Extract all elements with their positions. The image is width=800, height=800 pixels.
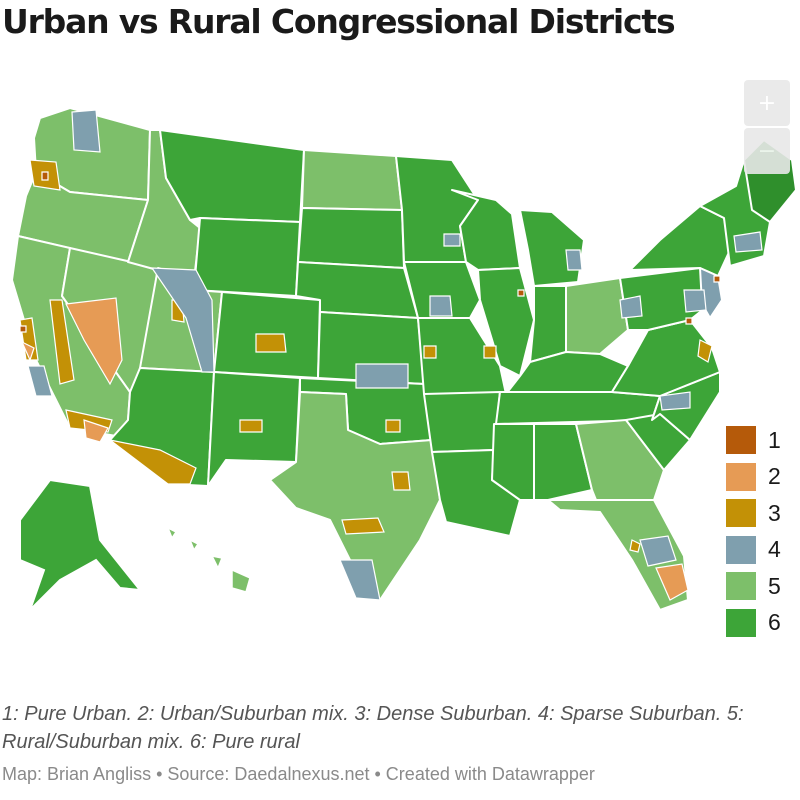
hawaii	[166, 526, 251, 593]
state-alabama	[533, 423, 593, 501]
legend-item-4: 4	[726, 532, 781, 569]
legend-item-1: 1	[726, 422, 781, 459]
legend-item-3: 3	[726, 495, 781, 532]
minus-icon: −	[757, 138, 777, 164]
state-new-york	[629, 205, 731, 277]
state-missouri	[417, 317, 507, 395]
state-michigan	[519, 209, 585, 287]
legend-label: 5	[768, 572, 781, 599]
legend-label: 4	[768, 536, 781, 563]
legend-item-5: 5	[726, 568, 781, 605]
legend-swatch	[726, 572, 756, 601]
legend-label: 3	[768, 499, 781, 526]
state-ohio	[565, 277, 629, 355]
alaska	[19, 478, 143, 611]
chart-title: Urban vs Rural Congressional Districts	[2, 2, 676, 41]
legend-item-6: 6	[726, 605, 781, 642]
metro-pockets	[19, 109, 763, 601]
legend-item-2: 2	[726, 459, 781, 496]
legend-description: 1: Pure Urban. 2: Urban/Suburban mix. 3:…	[2, 703, 744, 753]
legend: 1 2 3 4 5 6	[726, 422, 781, 641]
legend-label: 2	[768, 463, 781, 490]
state-florida	[547, 499, 689, 611]
state-south-dakota	[297, 207, 405, 269]
state-mississippi	[491, 423, 535, 501]
district-map[interactable]	[0, 60, 800, 700]
legend-swatch	[726, 426, 756, 455]
state-texas	[269, 391, 441, 601]
map-svg[interactable]	[0, 60, 800, 700]
plus-icon: +	[757, 90, 777, 116]
state-arkansas	[423, 391, 501, 453]
state-virginia	[611, 319, 721, 397]
state-iowa	[403, 261, 481, 319]
legend-swatch	[726, 608, 756, 637]
zoom-in-button[interactable]: +	[744, 80, 790, 126]
legend-swatch	[726, 499, 756, 528]
state-wyoming	[193, 217, 301, 297]
state-north-dakota	[301, 149, 403, 211]
legend-label: 1	[768, 426, 781, 453]
legend-label: 6	[768, 609, 781, 636]
footer-credits: Map: Brian Angliss • Source: Daedalnexus…	[2, 764, 595, 784]
state-indiana	[529, 285, 567, 363]
legend-swatch	[726, 462, 756, 491]
zoom-out-button[interactable]: −	[744, 128, 790, 174]
legend-swatch	[726, 535, 756, 564]
states-layer	[11, 107, 797, 611]
